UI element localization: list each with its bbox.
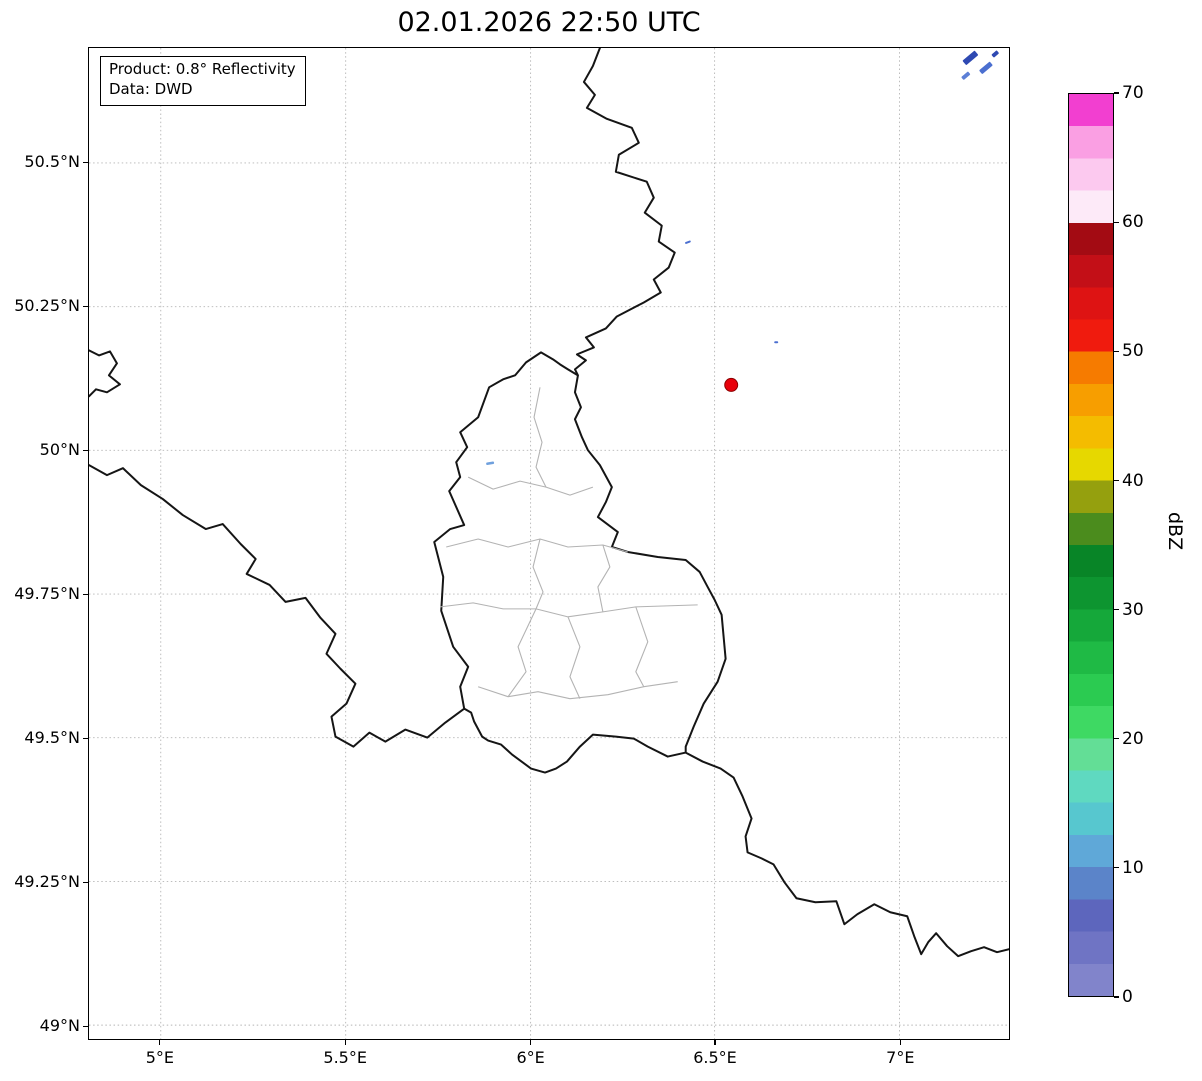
- y-tick-mark: [83, 1025, 88, 1027]
- colorbar-tick-mark: [1114, 608, 1119, 611]
- radar-echo: [685, 240, 691, 244]
- colorbar-tick-label: 50: [1122, 341, 1144, 362]
- y-tick-label: 50.25°N: [14, 296, 80, 316]
- y-tick-mark: [83, 305, 88, 307]
- x-tick-label: 6.5°E: [693, 1048, 737, 1067]
- product-info-box: Product: 0.8° Reflectivity Data: DWD: [100, 56, 306, 106]
- colorbar-tick-label: 10: [1122, 857, 1144, 878]
- y-tick-mark: [83, 593, 88, 595]
- x-tick-label: 7°E: [886, 1048, 915, 1067]
- luxembourg-canton-borders: [440, 387, 698, 700]
- radar-echo: [774, 341, 779, 344]
- radar-echo: [991, 50, 999, 58]
- x-tick-mark: [344, 1040, 346, 1045]
- radar-echo: [979, 61, 993, 74]
- colorbar-tick-mark: [1114, 996, 1119, 998]
- product-label: Product: 0.8° Reflectivity: [109, 60, 296, 78]
- radar-echo: [961, 71, 971, 80]
- data-source-label: Data: DWD: [109, 79, 193, 98]
- y-tick-label: 49.75°N: [14, 584, 80, 604]
- colorbar-tick-mark: [1114, 92, 1119, 94]
- colorbar-gradient: [1069, 94, 1113, 996]
- colorbar-tick-label: 20: [1122, 728, 1144, 749]
- x-tick-label: 5°E: [145, 1048, 175, 1067]
- x-tick-mark: [714, 1040, 716, 1045]
- grid-layer: [89, 48, 1009, 1039]
- radar-site-marker: [724, 377, 739, 392]
- colorbar-tick-mark: [1114, 867, 1119, 869]
- colorbar-tick-mark: [1114, 738, 1119, 740]
- y-tick-label: 50°N: [39, 440, 80, 460]
- colorbar-tick-mark: [1114, 350, 1119, 352]
- y-tick-label: 49.5°N: [24, 728, 80, 748]
- figure-title: 02.01.2026 22:50 UTC: [397, 7, 701, 38]
- x-tick-mark: [159, 1040, 161, 1045]
- colorbar-tick-label: 60: [1122, 212, 1144, 233]
- colorbar-tick-label: 70: [1122, 83, 1144, 103]
- y-tick-label: 49.25°N: [14, 872, 80, 892]
- y-tick-mark: [83, 449, 88, 451]
- map-canvas: [89, 48, 1009, 1039]
- radar-echo-layer: [486, 50, 999, 466]
- y-tick-mark: [83, 881, 88, 883]
- y-tick-mark: [83, 161, 88, 163]
- y-tick-mark: [83, 737, 88, 739]
- radar-echo: [962, 50, 979, 65]
- colorbar-tick-label: 30: [1122, 599, 1144, 620]
- x-tick-label: 6°E: [516, 1048, 545, 1067]
- colorbar-tick-mark: [1114, 479, 1119, 482]
- x-tick-mark: [899, 1040, 901, 1045]
- radar-echo: [486, 461, 495, 466]
- colorbar: [1068, 93, 1114, 997]
- x-tick-mark: [530, 1040, 532, 1045]
- y-tick-label: 50.5°N: [24, 152, 80, 172]
- y-tick-label: 49°N: [39, 1016, 80, 1036]
- x-tick-label: 5.5°E: [323, 1048, 367, 1067]
- national-borders: [89, 48, 1009, 958]
- colorbar-tick-mark: [1114, 221, 1119, 223]
- colorbar-tick-label: 0: [1122, 987, 1133, 1007]
- map-plot: Product: 0.8° Reflectivity Data: DWD: [88, 47, 1010, 1040]
- colorbar-tick-label: 40: [1122, 470, 1144, 491]
- colorbar-axis-label: dBZ: [1164, 512, 1186, 551]
